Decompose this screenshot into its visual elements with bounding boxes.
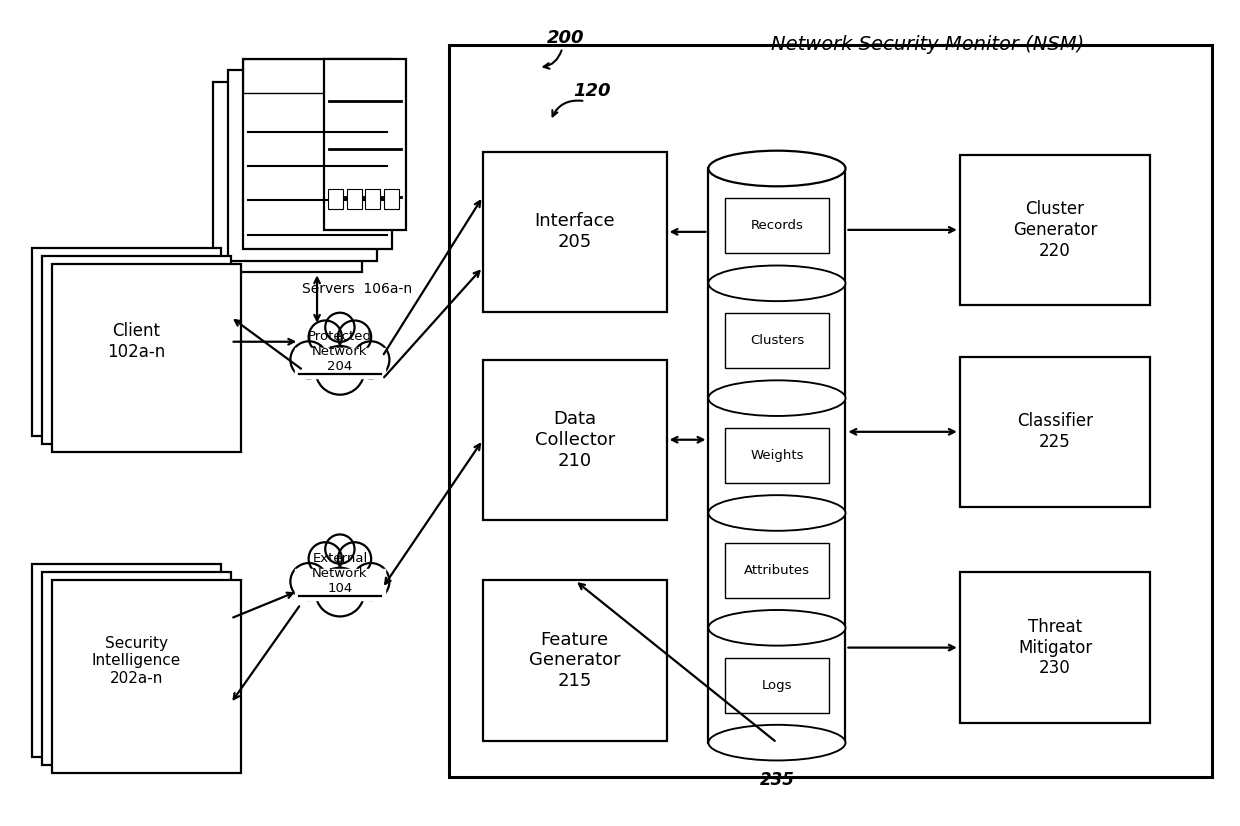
FancyBboxPatch shape <box>243 59 392 93</box>
FancyBboxPatch shape <box>52 263 241 452</box>
FancyBboxPatch shape <box>725 543 830 598</box>
FancyBboxPatch shape <box>960 572 1151 723</box>
Text: 235: 235 <box>760 771 795 790</box>
Text: 200: 200 <box>547 29 584 47</box>
FancyBboxPatch shape <box>366 188 381 209</box>
Circle shape <box>290 341 327 378</box>
Circle shape <box>315 567 365 616</box>
Text: Data
Collector
210: Data Collector 210 <box>534 410 615 469</box>
Circle shape <box>309 320 342 354</box>
FancyBboxPatch shape <box>32 564 221 757</box>
Bar <box>295 569 384 601</box>
FancyBboxPatch shape <box>482 152 667 312</box>
Circle shape <box>339 320 371 354</box>
Text: Protected
Network
204: Protected Network 204 <box>308 330 372 373</box>
FancyBboxPatch shape <box>347 188 362 209</box>
Circle shape <box>315 346 365 395</box>
FancyBboxPatch shape <box>213 83 362 273</box>
FancyBboxPatch shape <box>482 581 667 741</box>
FancyBboxPatch shape <box>960 357 1151 507</box>
Text: Weights: Weights <box>750 449 804 462</box>
FancyBboxPatch shape <box>384 188 399 209</box>
FancyBboxPatch shape <box>228 70 377 260</box>
Text: Threat
Mitigator
230: Threat Mitigator 230 <box>1018 618 1092 677</box>
Ellipse shape <box>708 610 846 646</box>
FancyBboxPatch shape <box>329 188 343 209</box>
Ellipse shape <box>708 380 846 416</box>
Text: Network Security Monitor (NSM): Network Security Monitor (NSM) <box>771 36 1085 55</box>
Text: Classifier
225: Classifier 225 <box>1017 412 1092 451</box>
Circle shape <box>309 542 342 576</box>
FancyBboxPatch shape <box>725 313 830 368</box>
FancyBboxPatch shape <box>725 198 830 254</box>
Ellipse shape <box>708 725 846 761</box>
FancyBboxPatch shape <box>42 255 231 444</box>
FancyBboxPatch shape <box>725 428 830 483</box>
Circle shape <box>325 534 355 563</box>
FancyBboxPatch shape <box>325 59 407 230</box>
Text: Attributes: Attributes <box>744 564 810 577</box>
Text: Logs: Logs <box>761 679 792 691</box>
Text: Client
102a-n: Client 102a-n <box>107 322 165 361</box>
Text: Interface
205: Interface 205 <box>534 212 615 251</box>
Circle shape <box>339 542 371 576</box>
FancyBboxPatch shape <box>482 359 667 520</box>
Text: External
Network
104: External Network 104 <box>312 552 367 595</box>
Circle shape <box>352 563 389 600</box>
Ellipse shape <box>708 265 846 301</box>
FancyBboxPatch shape <box>725 657 830 713</box>
Text: Clusters: Clusters <box>750 335 804 347</box>
Bar <box>295 348 384 378</box>
FancyBboxPatch shape <box>243 59 392 249</box>
Text: Cluster
Generator
220: Cluster Generator 220 <box>1013 200 1097 259</box>
Text: Feature
Generator
215: Feature Generator 215 <box>529 631 620 691</box>
FancyBboxPatch shape <box>32 248 221 436</box>
Text: Security
Intelligence
202a-n: Security Intelligence 202a-n <box>92 636 181 686</box>
Circle shape <box>325 313 355 342</box>
Text: Records: Records <box>750 220 804 232</box>
Bar <box>708 169 846 743</box>
FancyBboxPatch shape <box>960 154 1151 305</box>
Ellipse shape <box>708 150 846 187</box>
FancyBboxPatch shape <box>52 581 241 773</box>
FancyBboxPatch shape <box>449 45 1211 777</box>
Circle shape <box>352 341 389 378</box>
Ellipse shape <box>708 495 846 531</box>
Text: 120: 120 <box>573 83 611 100</box>
FancyBboxPatch shape <box>42 572 231 766</box>
Text: Servers  106a-n: Servers 106a-n <box>301 282 412 297</box>
Circle shape <box>290 563 327 600</box>
